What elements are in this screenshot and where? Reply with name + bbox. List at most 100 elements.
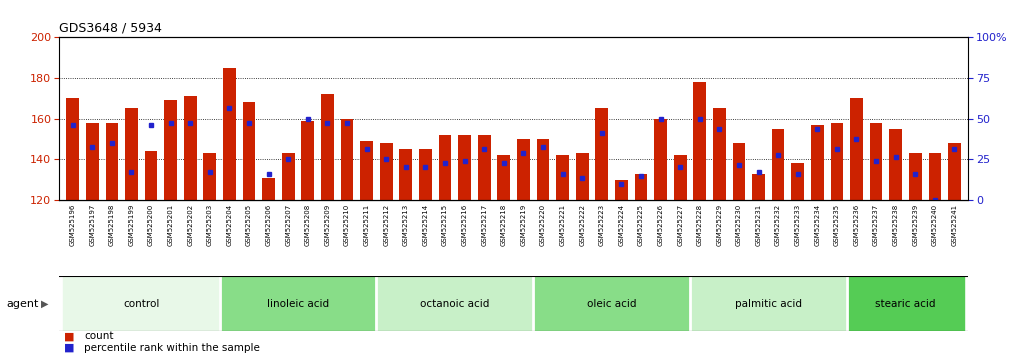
- Text: GSM525218: GSM525218: [500, 204, 506, 246]
- Bar: [459, 135, 471, 200]
- Bar: [301, 121, 314, 200]
- Text: GSM525213: GSM525213: [403, 204, 409, 246]
- Text: GSM525236: GSM525236: [853, 204, 859, 246]
- Text: agent: agent: [6, 298, 39, 309]
- Bar: [165, 100, 177, 200]
- Text: GSM525207: GSM525207: [285, 204, 291, 246]
- Text: GSM525220: GSM525220: [540, 204, 546, 246]
- Bar: [929, 153, 942, 200]
- Text: GSM525212: GSM525212: [383, 204, 390, 246]
- Text: GSM525237: GSM525237: [873, 204, 879, 246]
- Bar: [376, 276, 533, 331]
- Text: GSM525202: GSM525202: [187, 204, 193, 246]
- Text: GSM525208: GSM525208: [305, 204, 311, 246]
- Bar: [909, 153, 921, 200]
- Text: ■: ■: [64, 343, 74, 353]
- Text: GSM525229: GSM525229: [716, 204, 722, 246]
- Bar: [341, 119, 353, 200]
- Text: GSM525214: GSM525214: [422, 204, 428, 246]
- Bar: [753, 173, 765, 200]
- Text: ■: ■: [64, 331, 74, 341]
- Text: GSM525221: GSM525221: [559, 204, 565, 246]
- Text: GSM525210: GSM525210: [344, 204, 350, 246]
- Text: GSM525222: GSM525222: [579, 204, 585, 246]
- Bar: [360, 141, 373, 200]
- Text: control: control: [123, 298, 160, 309]
- Text: GSM525234: GSM525234: [815, 204, 821, 246]
- Bar: [400, 149, 412, 200]
- Bar: [106, 122, 118, 200]
- Bar: [556, 155, 569, 200]
- Bar: [674, 155, 686, 200]
- Bar: [537, 139, 549, 200]
- Text: GSM525217: GSM525217: [481, 204, 487, 246]
- Text: GSM525215: GSM525215: [442, 204, 448, 246]
- Bar: [811, 125, 824, 200]
- Bar: [66, 98, 79, 200]
- Bar: [144, 151, 158, 200]
- Bar: [847, 276, 964, 331]
- Bar: [690, 276, 847, 331]
- Bar: [615, 179, 627, 200]
- Text: GSM525233: GSM525233: [794, 204, 800, 246]
- Bar: [654, 119, 667, 200]
- Text: GSM525241: GSM525241: [952, 204, 957, 246]
- Text: percentile rank within the sample: percentile rank within the sample: [84, 343, 260, 353]
- Text: ▶: ▶: [41, 298, 48, 309]
- Text: GSM525199: GSM525199: [128, 204, 134, 246]
- Bar: [948, 143, 961, 200]
- Text: GSM525211: GSM525211: [364, 204, 369, 246]
- Bar: [870, 122, 883, 200]
- Text: GSM525227: GSM525227: [677, 204, 683, 246]
- Text: GSM525225: GSM525225: [638, 204, 644, 246]
- Text: GSM525219: GSM525219: [521, 204, 527, 246]
- Bar: [262, 178, 275, 200]
- Text: GDS3648 / 5934: GDS3648 / 5934: [59, 22, 162, 35]
- Text: GSM525203: GSM525203: [206, 204, 213, 246]
- Bar: [419, 149, 432, 200]
- Text: GSM525196: GSM525196: [70, 204, 75, 246]
- Text: count: count: [84, 331, 114, 341]
- Text: GSM525224: GSM525224: [618, 204, 624, 246]
- Bar: [223, 68, 236, 200]
- Text: GSM525238: GSM525238: [893, 204, 899, 246]
- Text: palmitic acid: palmitic acid: [735, 298, 801, 309]
- Bar: [282, 153, 295, 200]
- Text: stearic acid: stearic acid: [876, 298, 936, 309]
- Text: GSM525201: GSM525201: [168, 204, 174, 246]
- Text: GSM525232: GSM525232: [775, 204, 781, 246]
- Text: GSM525223: GSM525223: [599, 204, 605, 246]
- Bar: [533, 276, 690, 331]
- Bar: [63, 276, 220, 331]
- Text: GSM525198: GSM525198: [109, 204, 115, 246]
- Bar: [576, 153, 589, 200]
- Bar: [478, 135, 490, 200]
- Bar: [772, 129, 784, 200]
- Text: GSM525226: GSM525226: [658, 204, 663, 246]
- Bar: [125, 108, 138, 200]
- Text: GSM525239: GSM525239: [912, 204, 918, 246]
- Text: GSM525230: GSM525230: [736, 204, 742, 246]
- Text: GSM525231: GSM525231: [756, 204, 762, 246]
- Text: GSM525235: GSM525235: [834, 204, 840, 246]
- Text: GSM525228: GSM525228: [697, 204, 703, 246]
- Text: GSM525216: GSM525216: [462, 204, 468, 246]
- Bar: [635, 173, 647, 200]
- Bar: [732, 143, 745, 200]
- Bar: [438, 135, 452, 200]
- Bar: [220, 276, 376, 331]
- Bar: [321, 94, 334, 200]
- Bar: [831, 122, 843, 200]
- Bar: [243, 102, 255, 200]
- Bar: [713, 108, 726, 200]
- Text: GSM525205: GSM525205: [246, 204, 252, 246]
- Bar: [791, 163, 804, 200]
- Bar: [380, 143, 393, 200]
- Text: octanoic acid: octanoic acid: [420, 298, 489, 309]
- Bar: [203, 153, 217, 200]
- Text: GSM525240: GSM525240: [932, 204, 938, 246]
- Text: GSM525204: GSM525204: [227, 204, 233, 246]
- Bar: [595, 108, 608, 200]
- Bar: [889, 129, 902, 200]
- Text: GSM525209: GSM525209: [324, 204, 331, 246]
